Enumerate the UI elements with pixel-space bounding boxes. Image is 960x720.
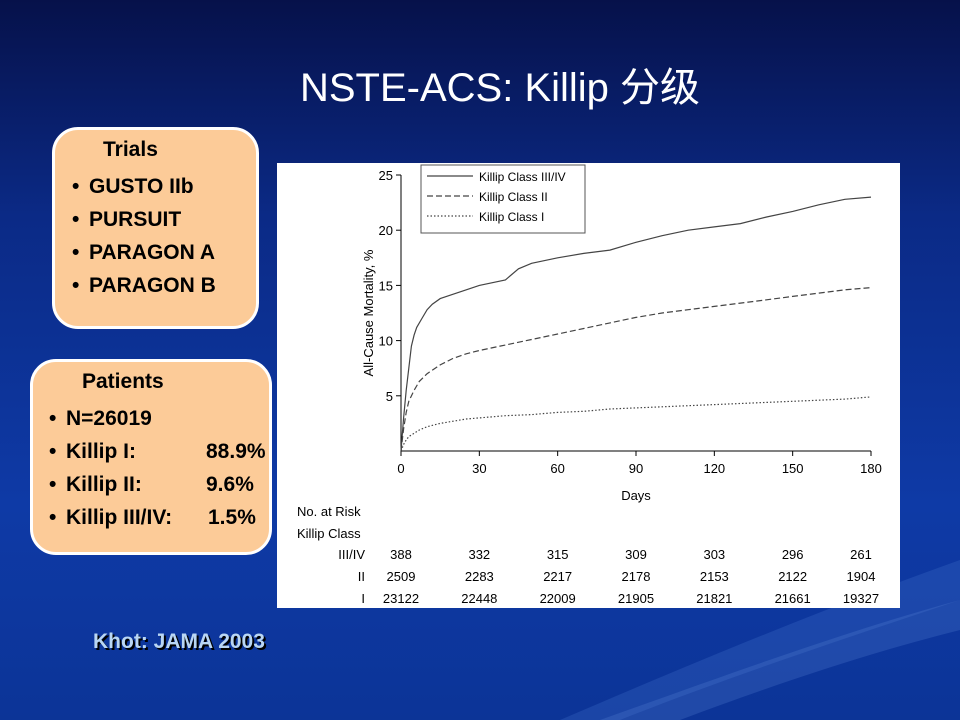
risk-value: 2178 — [622, 569, 651, 584]
risk-value: 21821 — [696, 591, 732, 606]
slide-title: NSTE-ACS: Killip 分级 — [299, 66, 701, 110]
y-tick-label: 5 — [386, 389, 393, 404]
risk-value: 2122 — [778, 569, 807, 584]
x-axis-label: Days — [621, 488, 651, 503]
risk-table-header: Killip Class — [297, 526, 361, 541]
series-line-0 — [400, 196, 872, 452]
x-tick-label: 180 — [860, 461, 882, 476]
risk-value: 309 — [625, 547, 647, 562]
y-tick-label: 15 — [379, 278, 393, 293]
risk-value: 2283 — [465, 569, 494, 584]
risk-value: 303 — [703, 547, 725, 562]
trials-heading: Trials — [103, 138, 158, 161]
risk-value: 23122 — [383, 591, 419, 606]
mortality-chart: All-Cause Mortality, % Days 5 10 15 20 25 0 30… — [297, 164, 882, 606]
legend-label: Killip Class III/IV — [479, 170, 566, 184]
series-lines — [400, 196, 872, 452]
x-tick-label: 30 — [472, 461, 486, 476]
x-tick-label: 0 — [397, 461, 404, 476]
y-tick-label: 25 — [379, 168, 393, 183]
y-tick-label: 20 — [379, 223, 393, 238]
risk-value: 22009 — [540, 591, 576, 606]
patients-pct-value: 88.9% — [206, 440, 266, 463]
chart-legend: Killip Class III/IV Killip Class II Killip… — [420, 164, 586, 234]
x-tick-label: 120 — [703, 461, 725, 476]
series-line-2 — [400, 396, 872, 452]
patients-list-item: • N=26019 — [49, 407, 152, 430]
patients-list-item: • Killip I: 88.9% — [49, 435, 271, 468]
risk-value: 19327 — [843, 591, 879, 606]
y-tick-label: 10 — [379, 334, 393, 349]
risk-value: 2153 — [700, 569, 729, 584]
legend-label: Killip Class II — [479, 190, 548, 204]
citation: Khot: JAMA 2003 — [93, 630, 265, 653]
risk-table-header: No. at Risk — [297, 504, 361, 519]
patients-heading: Patients — [82, 370, 164, 393]
risk-value: 261 — [850, 547, 872, 562]
y-axis-ticks: 5 10 15 20 25 — [379, 168, 401, 404]
x-tick-label: 150 — [782, 461, 804, 476]
patients-list-item: • Killip II: 9.6% — [49, 468, 271, 501]
risk-table: No. at Risk Killip Class III/IV 388 332 315 30… — [297, 504, 879, 606]
risk-row-label: I — [361, 591, 365, 606]
trials-list: • GUSTO IIb • PURSUIT • PARAGON A • PARAGON … — [72, 170, 216, 302]
series-line-1 — [400, 287, 872, 452]
patients-list-item: • Killip III/IV: 1.5% — [49, 501, 271, 534]
patients-pct-value: 1.5% — [208, 506, 256, 529]
patients-box: Patients • N=26019 • Killip I: 88.9% • Killi… — [30, 359, 272, 555]
risk-value: 22448 — [461, 591, 497, 606]
risk-value: 2509 — [387, 569, 416, 584]
legend-label: Killip Class I — [479, 210, 544, 224]
risk-value: 296 — [782, 547, 804, 562]
x-tick-label: 60 — [550, 461, 564, 476]
risk-value: 315 — [547, 547, 569, 562]
trials-list-item: • PARAGON B — [72, 274, 216, 297]
risk-value: 21905 — [618, 591, 654, 606]
risk-row-label: II — [358, 569, 365, 584]
risk-value: 332 — [468, 547, 490, 562]
risk-value: 388 — [390, 547, 412, 562]
patients-pct-value: 9.6% — [206, 473, 254, 496]
risk-value: 1904 — [847, 569, 876, 584]
chart-panel: All-Cause Mortality, % Days 5 10 15 20 25 0 30… — [277, 163, 900, 608]
trials-box: Trials • GUSTO IIb • PURSUIT • PARAGON A • P… — [52, 127, 259, 329]
risk-value: 21661 — [775, 591, 811, 606]
risk-value: 2217 — [543, 569, 572, 584]
x-axis-ticks: 0 30 60 90 120 150 180 — [397, 451, 882, 476]
trials-list-item: • GUSTO IIb — [72, 175, 194, 198]
x-tick-label: 90 — [629, 461, 643, 476]
patients-list: • N=26019 • Killip I: 88.9% • Killip II: 9.6%… — [49, 402, 271, 534]
risk-row-label: III/IV — [338, 547, 365, 562]
trials-list-item: • PURSUIT — [72, 208, 182, 231]
y-axis-label: All-Cause Mortality, % — [361, 249, 376, 376]
trials-list-item: • PARAGON A — [72, 241, 215, 264]
